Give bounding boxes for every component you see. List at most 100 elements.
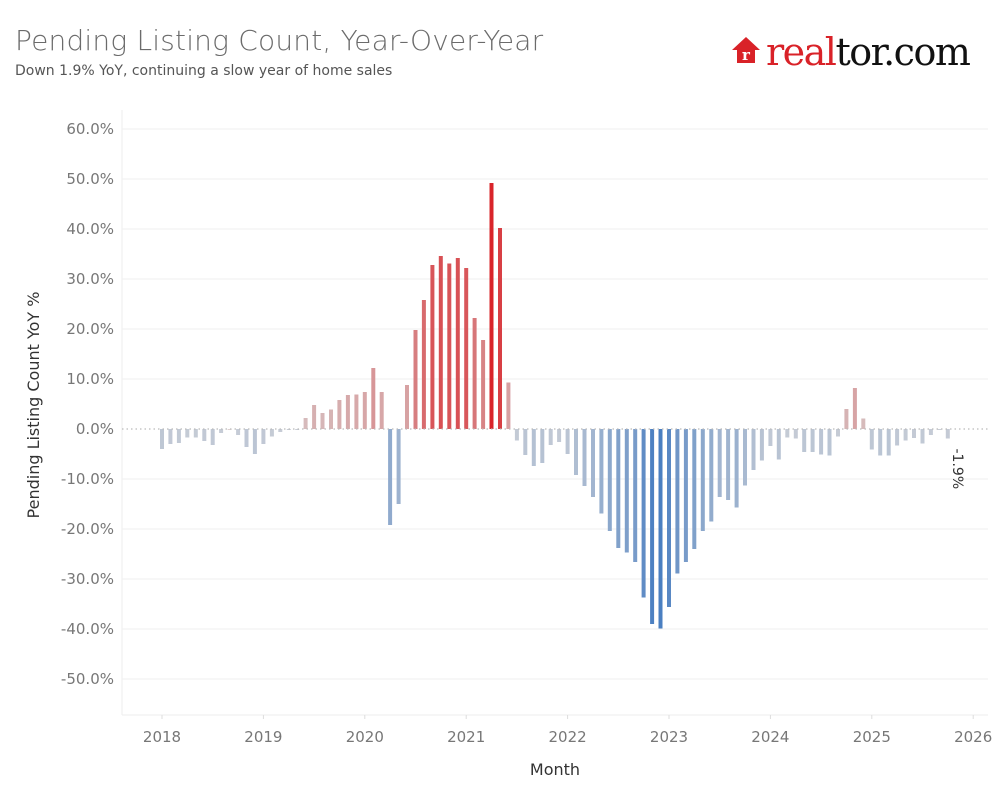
bar[interactable]	[574, 429, 578, 475]
bar[interactable]	[540, 429, 545, 463]
bar[interactable]	[650, 429, 655, 624]
bar[interactable]	[421, 300, 426, 429]
bar[interactable]	[455, 258, 460, 429]
bar[interactable]	[438, 256, 443, 429]
x-tick-label: 2018	[143, 728, 181, 746]
bar[interactable]	[776, 429, 781, 460]
bar[interactable]	[624, 429, 629, 553]
x-axis-ticks: 2018 2019 2020 2021 2022 2023 2024 2025 2026	[143, 715, 992, 746]
bar[interactable]	[193, 429, 198, 438]
bar[interactable]	[802, 429, 807, 452]
bar[interactable]	[345, 395, 350, 429]
bar[interactable]	[785, 429, 790, 438]
bar[interactable]	[202, 429, 207, 441]
bar[interactable]	[912, 429, 916, 438]
bar[interactable]	[886, 429, 891, 456]
bar[interactable]	[675, 429, 680, 574]
bar[interactable]	[379, 392, 384, 429]
bar[interactable]	[717, 429, 722, 497]
bar[interactable]	[278, 429, 283, 432]
bar[interactable]	[472, 318, 477, 429]
bar[interactable]	[633, 429, 638, 562]
bar[interactable]	[337, 400, 342, 429]
bar[interactable]	[261, 429, 266, 444]
bars	[160, 183, 950, 629]
bar[interactable]	[836, 429, 840, 437]
bar[interactable]	[582, 429, 587, 486]
bar[interactable]	[827, 429, 832, 456]
bar[interactable]	[498, 228, 502, 429]
bar[interactable]	[506, 382, 511, 430]
bar[interactable]	[726, 429, 731, 500]
x-tick-label: 2019	[244, 728, 282, 746]
bar[interactable]	[464, 268, 469, 429]
bar[interactable]	[852, 388, 857, 429]
bar[interactable]	[514, 429, 519, 441]
bar[interactable]	[481, 340, 486, 429]
bar[interactable]	[227, 429, 232, 430]
last-value-label: -1.9%	[949, 449, 965, 490]
bar[interactable]	[269, 429, 274, 437]
bar[interactable]	[937, 429, 942, 430]
bar[interactable]	[447, 263, 452, 430]
bar[interactable]	[295, 429, 300, 430]
bar[interactable]	[658, 429, 663, 629]
bar[interactable]	[396, 429, 401, 504]
bar[interactable]	[734, 429, 739, 508]
bar[interactable]	[692, 429, 697, 549]
bar[interactable]	[185, 429, 190, 438]
bar[interactable]	[903, 429, 908, 441]
bar[interactable]	[700, 429, 705, 531]
bar[interactable]	[616, 429, 621, 548]
bar[interactable]	[252, 429, 257, 454]
bar[interactable]	[489, 183, 494, 429]
bar[interactable]	[683, 429, 688, 562]
bar[interactable]	[869, 429, 874, 450]
bar[interactable]	[303, 418, 308, 429]
bar[interactable]	[928, 429, 933, 435]
bar[interactable]	[920, 429, 925, 444]
bar[interactable]	[793, 429, 798, 439]
bar[interactable]	[607, 429, 612, 531]
bar[interactable]	[759, 429, 764, 461]
bar[interactable]	[591, 429, 595, 497]
svg-text:r: r	[742, 46, 751, 64]
bar[interactable]	[861, 418, 866, 430]
bar[interactable]	[236, 429, 241, 435]
bar[interactable]	[599, 429, 604, 514]
bar[interactable]	[354, 394, 359, 430]
bar[interactable]	[878, 429, 883, 456]
bar[interactable]	[160, 429, 164, 449]
bar[interactable]	[565, 429, 570, 454]
bar[interactable]	[371, 368, 376, 429]
bar[interactable]	[362, 392, 367, 429]
bar[interactable]	[210, 429, 215, 445]
realtor-logo[interactable]: r real tor.com	[730, 30, 971, 74]
bar[interactable]	[405, 385, 409, 429]
bar[interactable]	[531, 429, 536, 466]
bar[interactable]	[557, 429, 562, 442]
bar[interactable]	[168, 429, 173, 444]
bar[interactable]	[523, 429, 528, 455]
bar[interactable]	[548, 429, 553, 445]
bar[interactable]	[895, 429, 900, 446]
bar[interactable]	[751, 429, 756, 470]
bar[interactable]	[709, 429, 714, 522]
bar[interactable]	[244, 429, 249, 447]
bar[interactable]	[176, 429, 181, 443]
bar[interactable]	[743, 429, 747, 486]
bar[interactable]	[768, 429, 773, 446]
bar[interactable]	[320, 413, 325, 429]
bar[interactable]	[641, 429, 646, 598]
bar[interactable]	[413, 330, 418, 429]
bar[interactable]	[844, 409, 849, 429]
bar[interactable]	[430, 265, 435, 429]
bar[interactable]	[667, 429, 671, 607]
bar[interactable]	[819, 429, 824, 455]
bar[interactable]	[388, 429, 393, 525]
bar[interactable]	[219, 429, 224, 433]
bar[interactable]	[329, 409, 333, 430]
bar[interactable]	[312, 405, 317, 429]
bar[interactable]	[810, 429, 815, 452]
bar[interactable]	[945, 429, 950, 439]
